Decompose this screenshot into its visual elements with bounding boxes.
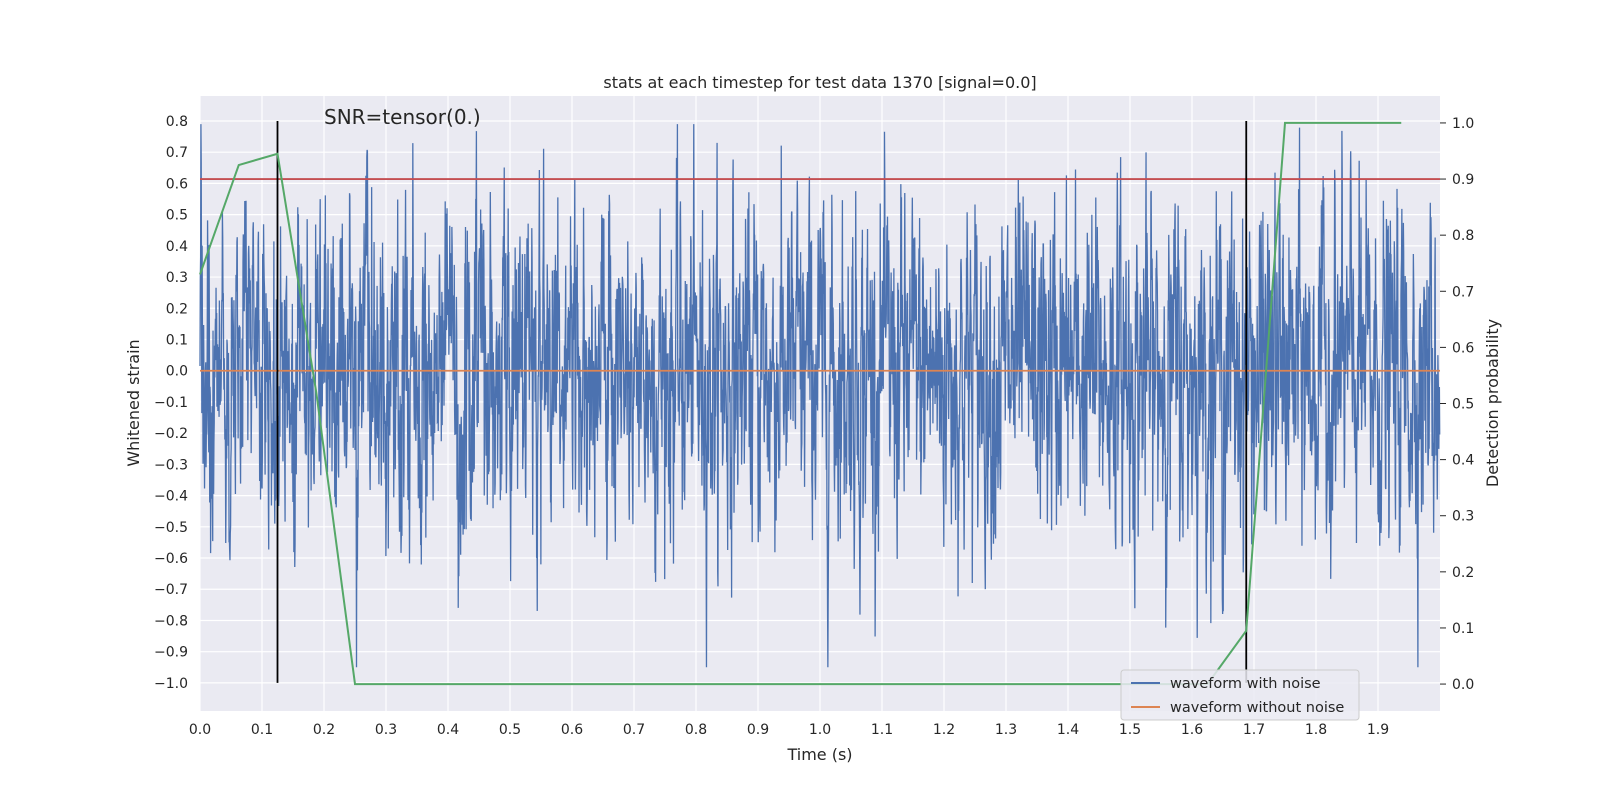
noise-waveform-line: [199, 124, 1441, 668]
x-tick-label: 0.4: [437, 722, 459, 738]
y2-tick-label: 0.5: [1452, 397, 1474, 413]
x-tick-label: 1.9: [1367, 722, 1389, 738]
y-axis-label: Whitened strain: [124, 339, 143, 466]
detection-probability-line: [199, 121, 1402, 686]
y-tick-label: −0.1: [154, 395, 188, 411]
x-tick-label: 0.9: [747, 722, 769, 738]
x-tick-label: 1.3: [995, 722, 1017, 738]
y-tick-label: −0.6: [154, 551, 188, 567]
y2-axis-ticks: 1.0 0.9 0.8 0.7 0.6 0.5 0.4 0.3 0.2 0.1 0.0: [1440, 116, 1474, 693]
snr-annotation: SNR=tensor(0.): [324, 105, 481, 129]
x-axis-label: Time (s): [786, 745, 852, 764]
x-tick-label: 1.5: [1119, 722, 1141, 738]
y-tick-label: 0.7: [166, 145, 188, 161]
x-tick-label: 0.3: [375, 722, 397, 738]
x-axis-ticks: 0.0 0.1 0.2 0.3 0.4 0.5 0.6 0.7 0.8 0.9 1.0 1.1 1.2 1…: [189, 722, 1389, 738]
x-tick-label: 0.7: [623, 722, 645, 738]
y-tick-label: 0.2: [166, 301, 188, 317]
y2-tick-label: 0.1: [1452, 621, 1474, 637]
y-tick-label: −0.9: [154, 645, 188, 661]
y2-axis-label: Detection probability: [1483, 319, 1502, 487]
x-tick-label: 0.1: [251, 722, 273, 738]
y2-tick-label: 0.7: [1452, 284, 1474, 300]
y-tick-label: 0.3: [166, 270, 188, 286]
x-tick-label: 0.5: [499, 722, 521, 738]
x-tick-label: 1.4: [1057, 722, 1079, 738]
y-tick-label: −0.8: [154, 613, 188, 629]
y2-tick-label: 0.6: [1452, 340, 1474, 356]
y2-tick-label: 0.3: [1452, 509, 1474, 525]
y-tick-label: 0.4: [166, 239, 188, 255]
legend-box: [1120, 669, 1360, 721]
y2-tick-label: 0.9: [1452, 172, 1474, 188]
x-tick-label: 1.2: [933, 722, 955, 738]
y-tick-label: −1.0: [154, 676, 188, 692]
noise-waveform: [199, 124, 1441, 668]
x-tick-label: 1.6: [1181, 722, 1203, 738]
x-tick-label: 0.0: [189, 722, 211, 738]
y-tick-label: −0.2: [154, 426, 188, 442]
y2-tick-label: 0.8: [1452, 228, 1474, 244]
y-tick-label: 0.5: [166, 208, 188, 224]
legend-label-clean: waveform without noise: [1170, 700, 1344, 716]
y2-tick-label: 1.0: [1452, 116, 1474, 132]
y2-tick-label: 0.4: [1452, 453, 1474, 469]
y2-tick-label: 0.0: [1452, 677, 1474, 693]
overlay-lines: [199, 120, 1440, 686]
y-tick-label: −0.4: [154, 489, 188, 505]
y-tick-label: −0.3: [154, 457, 188, 473]
x-tick-label: 1.7: [1243, 722, 1265, 738]
y-tick-label: −0.5: [154, 520, 188, 536]
x-tick-label: 1.8: [1305, 722, 1327, 738]
x-tick-label: 0.8: [685, 722, 707, 738]
legend: waveform with noise waveform without noi…: [1120, 669, 1360, 721]
x-tick-label: 1.0: [809, 722, 831, 738]
y-tick-label: 0.0: [166, 364, 188, 380]
chart-title: stats at each timestep for test data 137…: [603, 73, 1036, 92]
x-tick-label: 0.2: [313, 722, 335, 738]
y-axis-ticks: 0.8 0.7 0.6 0.5 0.4 0.3 0.2 0.1 0.0 −0.1 −0.2 −0.3 −…: [154, 114, 188, 692]
y2-tick-label: 0.2: [1452, 565, 1474, 581]
x-tick-label: 1.1: [871, 722, 893, 738]
y-tick-label: 0.1: [166, 333, 188, 349]
legend-label-noise: waveform with noise: [1170, 676, 1321, 692]
y-tick-label: 0.8: [166, 114, 188, 130]
y-tick-label: −0.7: [154, 582, 188, 598]
y-tick-label: 0.6: [166, 176, 188, 192]
x-tick-label: 0.6: [561, 722, 583, 738]
